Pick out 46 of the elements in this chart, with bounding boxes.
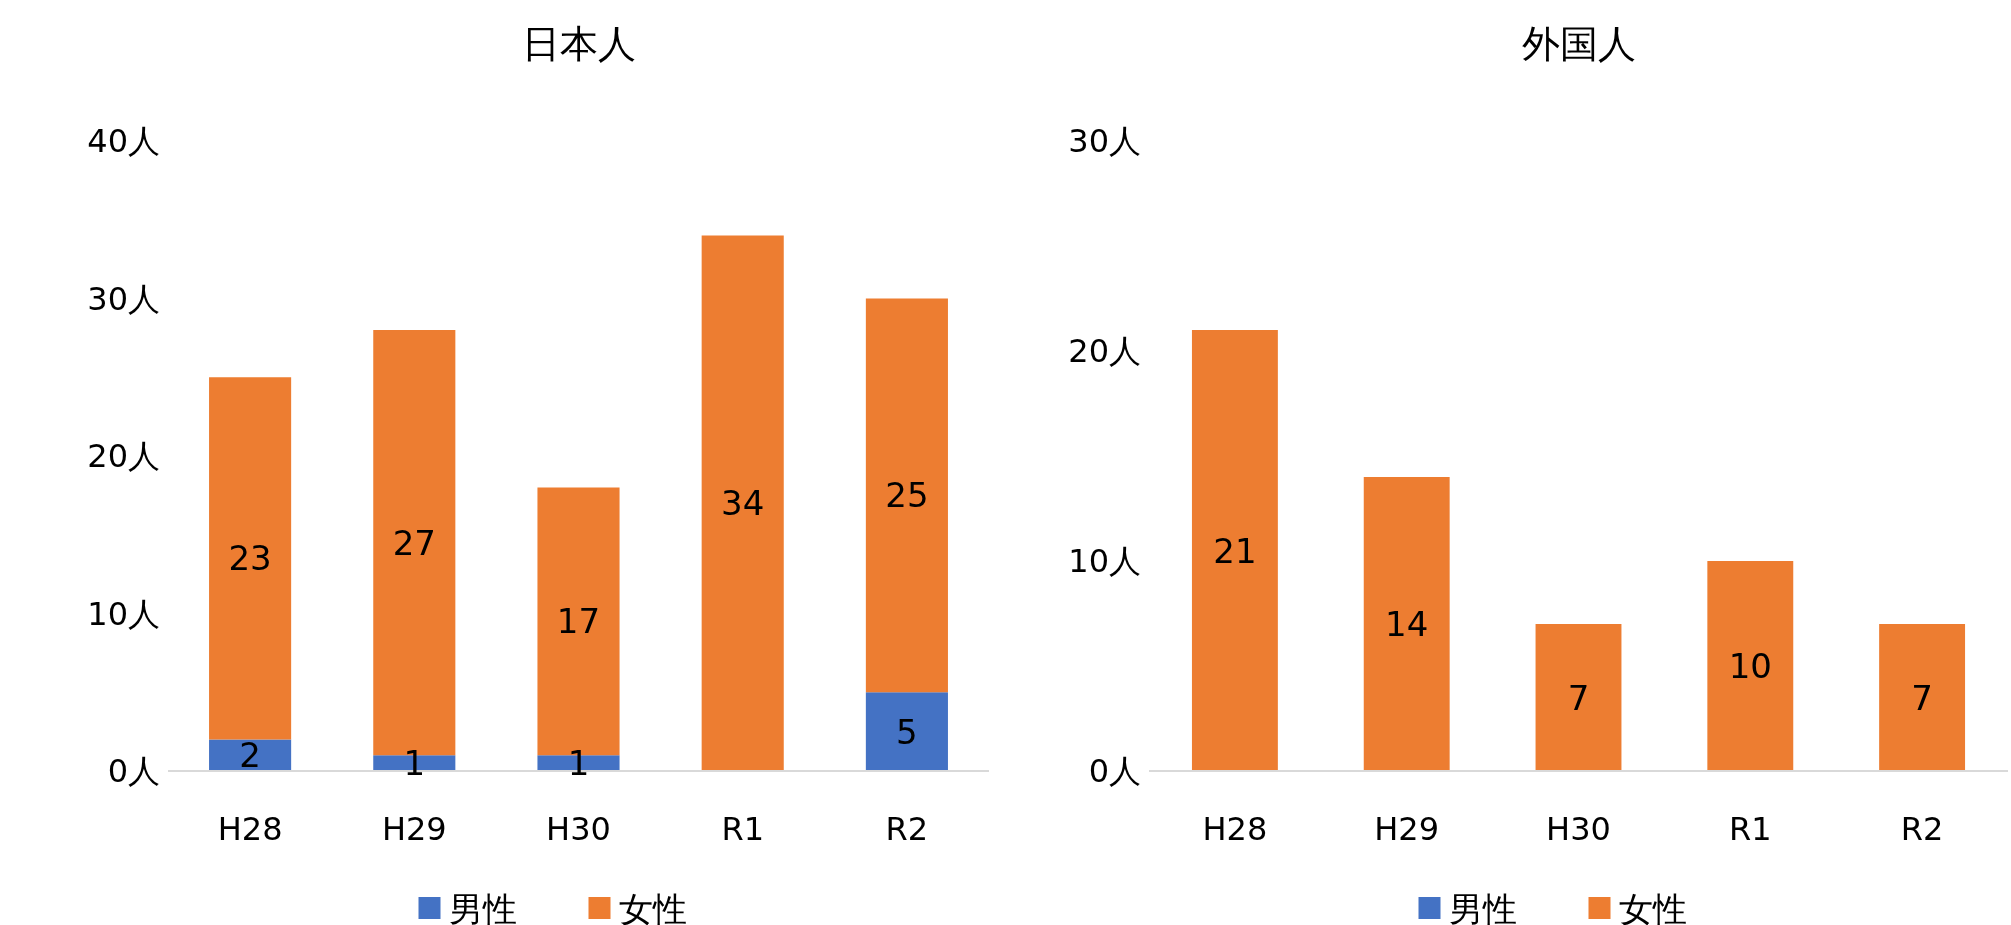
- x-tick-label: R1: [1729, 810, 1772, 848]
- x-tick-label: H30: [1546, 810, 1611, 848]
- y-tick-label: 40人: [87, 122, 160, 160]
- y-tick-label: 30人: [1068, 122, 1141, 160]
- bar: [1707, 561, 1794, 771]
- data-label: 34: [721, 483, 765, 524]
- x-tick-label: R1: [721, 810, 764, 848]
- x-tick-label: H28: [217, 810, 283, 848]
- bar: [1363, 477, 1450, 771]
- y-tick-label: 0人: [107, 752, 160, 790]
- y-tick-label: 10人: [1068, 542, 1141, 580]
- x-tick-label: H29: [381, 810, 447, 848]
- data-label: 27: [392, 522, 436, 563]
- chart-title: 日本人: [521, 22, 636, 66]
- bar: [1535, 624, 1622, 771]
- data-label: 21: [1213, 530, 1257, 571]
- data-label: 25: [885, 475, 929, 516]
- y-tick-label: 10人: [87, 594, 160, 633]
- y-tick-label: 20人: [1068, 332, 1141, 370]
- data-label: 7: [1911, 677, 1933, 718]
- bar: [865, 298, 948, 693]
- x-tick-label: R2: [885, 810, 929, 848]
- data-label: 17: [556, 601, 601, 642]
- y-tick-label: 20人: [87, 437, 160, 475]
- bar: [865, 692, 948, 771]
- x-tick-label: H28: [1202, 810, 1268, 848]
- bar: [1191, 330, 1278, 771]
- x-tick-label: R2: [1900, 810, 1944, 848]
- legend-label: 女性: [1618, 889, 1687, 925]
- bar: [1879, 624, 1966, 771]
- bar: [701, 235, 784, 771]
- x-tick-label: H30: [546, 810, 611, 848]
- y-tick-label: 30人: [87, 279, 160, 318]
- x-tick-label: H29: [1374, 810, 1440, 848]
- legend-label: 男性: [448, 889, 517, 925]
- data-label: 7: [1567, 677, 1590, 718]
- legend-label: 女性: [618, 889, 687, 925]
- data-label: 5: [896, 711, 918, 752]
- y-tick-label: 0人: [1088, 752, 1141, 790]
- data-label: 2: [239, 735, 261, 776]
- data-label: 23: [228, 538, 272, 579]
- legend-label: 男性: [1448, 889, 1517, 925]
- chart-title: 外国人: [1521, 22, 1636, 66]
- data-label: 10: [1728, 646, 1772, 686]
- data-label: 14: [1385, 604, 1429, 644]
- bar: [209, 377, 292, 740]
